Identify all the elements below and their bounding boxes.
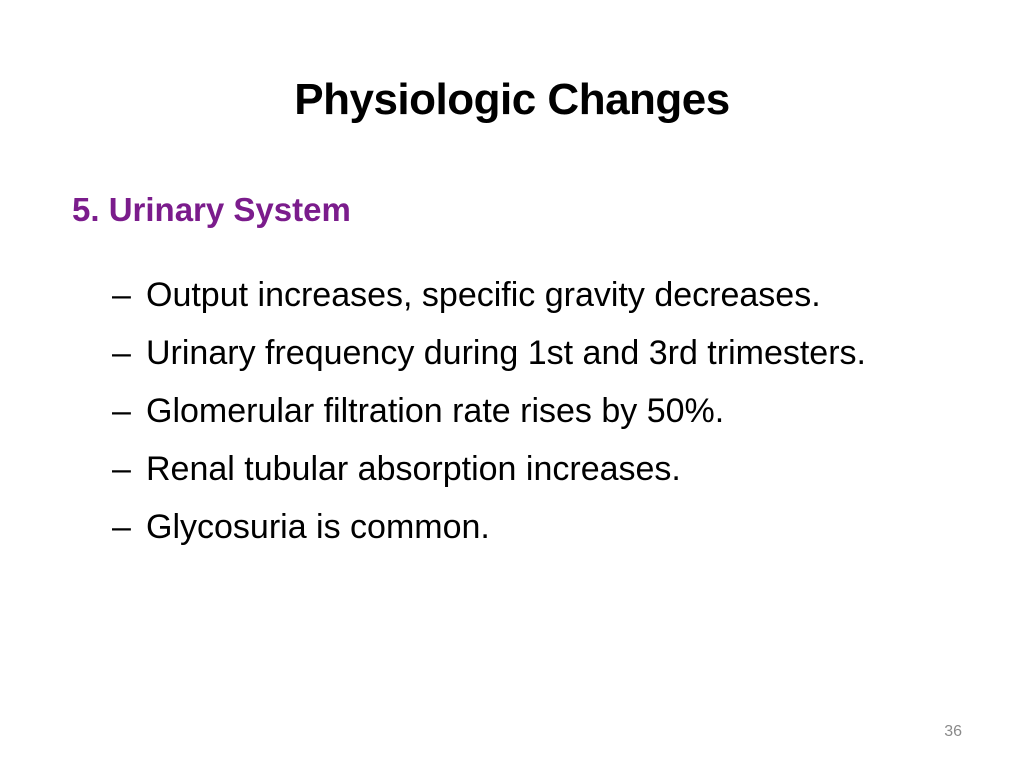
bullet-text: Glycosuria is common. xyxy=(146,508,490,546)
bullet-marker: – xyxy=(112,508,131,546)
bullet-marker: – xyxy=(112,334,131,372)
bullet-marker: – xyxy=(112,392,131,430)
bullet-marker: – xyxy=(112,450,131,488)
bullet-marker: – xyxy=(112,276,131,314)
section-heading: 5. Urinary System xyxy=(72,191,351,228)
slide-title: Physiologic Changes xyxy=(294,75,730,124)
bullet-item: – Urinary frequency during 1st and 3rd t… xyxy=(112,330,992,376)
bullet-text: Urinary frequency during 1st and 3rd tri… xyxy=(146,334,866,372)
bullet-item: – Glycosuria is common. xyxy=(112,504,992,550)
bullet-text: Renal tubular absorption increases. xyxy=(146,450,681,488)
bullet-item: – Glomerular filtration rate rises by 50… xyxy=(112,388,992,434)
slide-number: 36 xyxy=(944,723,962,740)
bullet-text: Glomerular filtration rate rises by 50%. xyxy=(146,392,725,430)
bullet-item: – Renal tubular absorption increases. xyxy=(112,446,992,492)
bullet-item: – Output increases, specific gravity dec… xyxy=(112,272,992,318)
bullet-list: – Output increases, specific gravity dec… xyxy=(112,272,992,562)
bullet-text: Output increases, specific gravity decre… xyxy=(146,276,821,314)
